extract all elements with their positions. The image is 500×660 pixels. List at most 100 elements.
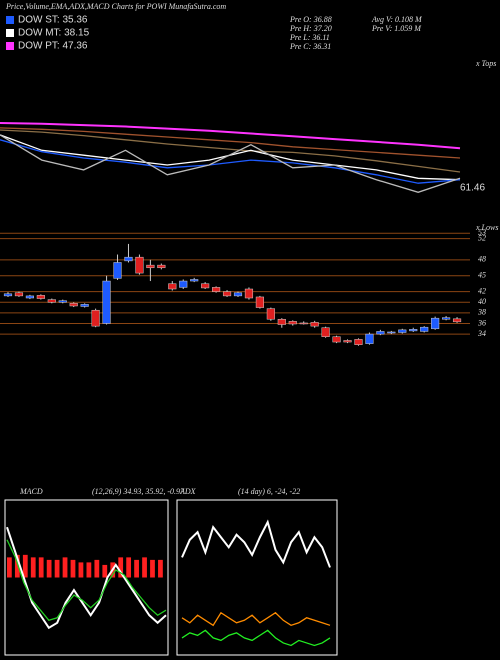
legend-swatch: [6, 42, 14, 50]
y-tick-label: 48: [478, 255, 486, 264]
y-tick-label: 42: [478, 286, 486, 295]
histogram-bar: [102, 564, 108, 578]
candle-body: [102, 280, 111, 324]
stat: Pre V: 1.059 M: [371, 24, 422, 33]
candle-body: [135, 256, 144, 274]
legend-label: DOW ST: 35.36: [18, 15, 88, 26]
histogram-bar: [158, 559, 163, 578]
candle-body: [420, 326, 429, 332]
candle-body: [321, 327, 330, 337]
histogram-bar: [38, 557, 44, 578]
series-line: [6, 539, 167, 622]
candle-body: [343, 340, 352, 343]
candle-body: [222, 291, 232, 297]
histogram-bar: [7, 557, 12, 578]
histogram-bar: [78, 562, 84, 578]
candle-body: [277, 318, 286, 325]
panel-title: ADX: [179, 487, 197, 496]
candle-body: [47, 299, 56, 303]
y-tick-label: 34: [477, 329, 486, 338]
y-tick-label: 52: [478, 233, 486, 242]
y-tick-label: 53: [478, 228, 486, 237]
candle-body: [398, 329, 407, 333]
candle-body: [310, 322, 319, 327]
candle-body: [365, 333, 374, 344]
candle-body: [157, 264, 166, 269]
page-title: Price,Volume,EMA,ADX,MACD Charts for POW…: [5, 2, 226, 11]
candle-body: [36, 295, 45, 299]
candle-body: [113, 262, 122, 279]
series-line: [0, 129, 461, 173]
y-tick-label: 38: [477, 308, 486, 317]
histogram-bar: [46, 559, 52, 578]
histogram-bar: [70, 559, 76, 578]
candle-body: [69, 303, 78, 307]
stat: Pre L: 36.11: [289, 33, 330, 42]
histogram-bar: [62, 557, 68, 578]
series-line: [181, 519, 331, 568]
candle-body: [124, 256, 133, 262]
stat: Pre O: 36.88: [289, 15, 332, 24]
candle-body: [354, 339, 363, 345]
panel-subtitle: (12,26,9) 34.93, 35.92, -0.97: [92, 487, 185, 496]
candle-body: [452, 318, 462, 323]
stat: Pre H: 37.20: [289, 24, 332, 33]
candle-body: [299, 322, 308, 325]
candle-body: [179, 280, 188, 288]
tops-label: x Tops: [475, 59, 496, 68]
histogram-bar: [142, 557, 147, 578]
last-price: 61.46: [460, 183, 485, 194]
series-line: [0, 122, 461, 150]
lows-label: x Lows: [475, 223, 498, 232]
candle-body: [288, 321, 297, 325]
legend-swatch: [6, 29, 14, 37]
legend-swatch: [6, 16, 14, 24]
candle-body: [244, 288, 254, 299]
histogram-bar: [118, 557, 124, 578]
candle-body: [146, 264, 155, 269]
candle-body: [212, 287, 221, 292]
histogram-bar: [150, 559, 155, 578]
panel-title: MACD: [19, 487, 43, 496]
candle-body: [91, 309, 100, 327]
panel-subtitle: (14 day) 6, -24, -22: [238, 487, 300, 496]
legend-label: DOW MT: 38.15: [18, 28, 90, 39]
candle-body: [14, 292, 24, 297]
legend-label: DOW PT: 47.36: [18, 41, 88, 52]
series-line: [181, 629, 331, 647]
candle-body: [233, 292, 243, 297]
candle-body: [168, 283, 177, 290]
histogram-bar: [126, 557, 132, 578]
stat: Avg V: 0.108 M: [371, 15, 423, 24]
candle-body: [58, 300, 67, 303]
candle-body: [201, 283, 210, 289]
histogram-bar: [94, 559, 100, 578]
histogram-bar: [22, 554, 28, 578]
histogram-bar: [30, 557, 36, 578]
candle-body: [190, 279, 199, 282]
y-tick-label: 36: [477, 318, 486, 327]
candle-body: [332, 336, 341, 343]
candle-body: [255, 296, 264, 308]
candle-body: [25, 295, 34, 299]
panel: [176, 499, 338, 656]
series-line: [6, 526, 167, 630]
histogram-bar: [14, 554, 20, 578]
candle-body: [376, 331, 385, 335]
candle-body: [3, 293, 13, 297]
y-tick-label: 40: [478, 297, 486, 306]
y-tick-label: 45: [478, 271, 486, 280]
candle-body: [442, 317, 451, 320]
candle-body: [387, 331, 396, 334]
series-line: [0, 139, 461, 184]
candle-body: [80, 304, 89, 307]
series-line: [181, 611, 331, 627]
candle-body: [409, 329, 418, 332]
histogram-bar: [54, 559, 60, 578]
candle-body: [266, 308, 275, 320]
candle-body: [431, 317, 440, 330]
stat: Pre C: 36.31: [289, 42, 331, 51]
series-line: [0, 127, 461, 159]
histogram-bar: [86, 562, 92, 578]
